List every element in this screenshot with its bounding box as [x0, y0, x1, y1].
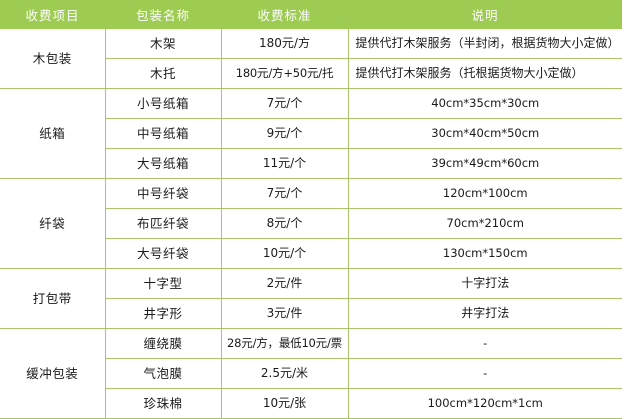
price-cell: 2元/件	[220, 268, 349, 299]
package-name-cell: 大号纤袋	[105, 238, 222, 269]
description-cell: 130cm*150cm	[347, 238, 622, 269]
price-cell: 3元/件	[220, 298, 349, 329]
description-cell: 提供代打木架服务（半封闭，根据货物大小定做）	[347, 29, 622, 59]
package-name-cell: 中号纤袋	[104, 178, 222, 209]
header-cell-charge-item: 收费项目	[25, 8, 80, 23]
price-cell: 7元/个	[220, 178, 349, 209]
price-cell: 180元/方	[220, 29, 349, 59]
header-cell-description: 说明	[471, 8, 499, 23]
package-name-cell: 井字形	[105, 298, 222, 329]
category-cell-carton: 纸箱	[0, 88, 106, 179]
package-name-cell: 中号纸箱	[105, 118, 222, 149]
table-row: 打包带 十字型 2元/件 十字打法	[0, 268, 622, 329]
table-row: 大号纸箱 11元/个 39cm*49cm*60cm	[0, 148, 622, 179]
category-cell-woven-bag: 纤袋	[0, 178, 106, 269]
header-cell-package-name: 包装名称	[135, 8, 190, 23]
price-cell: 28元/方，最低10元/票	[220, 328, 349, 359]
price-cell: 7元/个	[220, 88, 349, 119]
package-name-cell: 气泡膜	[105, 358, 222, 389]
package-name-cell: 木托	[105, 58, 222, 89]
price-cell: 8元/个	[220, 208, 349, 239]
price-cell: 10元/张	[220, 388, 349, 419]
package-name-cell: 大号纸箱	[105, 148, 222, 179]
package-name-cell: 布匹纤袋	[105, 208, 222, 239]
description-cell: 40cm*35cm*30cm	[347, 88, 622, 119]
description-cell: 70cm*210cm	[347, 208, 622, 239]
category-cell-cushion-packaging: 缓冲包装	[0, 328, 106, 419]
description-cell: 30cm*40cm*50cm	[347, 118, 622, 149]
table-row: 井字形 3元/件 井字打法	[0, 298, 622, 329]
package-name-cell: 珍珠棉	[105, 388, 222, 419]
package-name-cell: 小号纸箱	[104, 88, 222, 119]
header-row: 收费项目 包装名称 收费标准 说明	[0, 0, 622, 29]
price-cell: 2.5元/米	[220, 358, 349, 389]
table-row: 缓冲包装 缠绕膜 28元/方，最低10元/票 -	[0, 328, 622, 419]
description-cell: 100cm*120cm*1cm	[347, 388, 622, 419]
table-row: 大号纤袋 10元/个 130cm*150cm	[0, 238, 622, 269]
package-name-cell: 缠绕膜	[104, 328, 222, 359]
package-name-cell: 木架	[104, 29, 222, 59]
table-header: 收费项目 包装名称 收费标准 说明	[0, 0, 622, 29]
description-cell: 十字打法	[347, 268, 622, 299]
category-cell-wood-packaging: 木包装	[0, 29, 106, 89]
price-cell: 10元/个	[220, 238, 349, 269]
description-cell: 39cm*49cm*60cm	[347, 148, 622, 179]
header-cell-charge-standard: 收费标准	[257, 8, 312, 23]
table-body: 木包装 木架 180元/方 提供代打木架服务（半封闭，根据货物大小定做） 木托 …	[0, 29, 622, 419]
description-cell: -	[347, 358, 622, 389]
description-cell: -	[347, 328, 622, 359]
table-row: 气泡膜 2.5元/米 -	[0, 358, 622, 389]
package-name-cell: 十字型	[104, 268, 222, 299]
price-cell: 11元/个	[220, 148, 349, 179]
description-cell: 井字打法	[347, 298, 622, 329]
price-cell: 9元/个	[220, 118, 349, 149]
table-row: 木包装 木架 180元/方 提供代打木架服务（半封闭，根据货物大小定做）	[0, 29, 622, 89]
table-row: 布匹纤袋 8元/个 70cm*210cm	[0, 208, 622, 239]
description-cell: 提供代打木架服务（托根据货物大小定做）	[347, 58, 622, 89]
category-cell-strapping-belt: 打包带	[0, 268, 106, 329]
table-row: 纤袋 中号纤袋 7元/个 120cm*100cm	[0, 178, 622, 269]
description-cell: 120cm*100cm	[347, 178, 622, 209]
price-cell: 180元/方+50元/托	[220, 58, 349, 89]
table-row: 纸箱 小号纸箱 7元/个 40cm*35cm*30cm	[0, 88, 622, 179]
